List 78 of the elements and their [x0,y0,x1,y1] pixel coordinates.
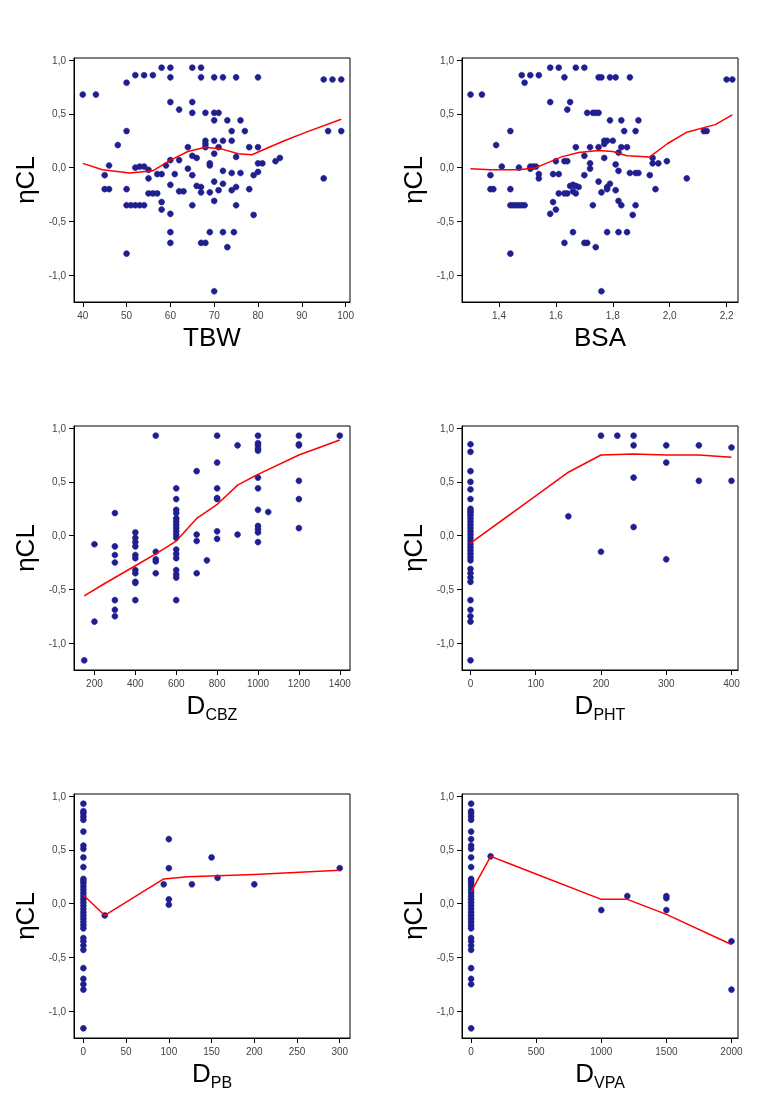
x-tick-label: 2,0 [662,309,678,321]
x-tick-label: 1,6 [548,309,564,321]
x-tick-label: 1400 [328,677,352,689]
x-tick-label: 70 [208,309,221,321]
y-tick-label: 0,5 [440,108,455,120]
x-tick-label: 200 [245,1045,264,1057]
y-tick-label: 0,5 [440,844,455,856]
y-axis-title: ηCL [397,892,428,940]
x-tick-label: 600 [167,677,185,689]
y-tick-label: -1,0 [48,269,67,281]
y-axis-title: ηCL [397,524,428,572]
x-tick-label: 90 [296,309,308,321]
y-tick-label: 0,5 [52,108,67,120]
y-tick-label: -1,0 [48,637,67,649]
y-tick-label: 1,0 [440,54,455,66]
y-tick-label: -0,5 [436,951,455,963]
y-tick-label: 1,0 [52,790,67,802]
x-axis-title: D$_{VPA}$ [574,1058,626,1093]
x-tick-label: 400 [723,677,741,689]
y-tick-label: -0,5 [48,583,67,595]
x-tick-label: 2000 [720,1045,744,1057]
x-tick-label: 200 [592,677,610,689]
y-axis-title: ηCL [9,892,40,940]
y-tick-label: 0,0 [52,530,67,542]
y-axis-title: ηCL [9,156,40,204]
y-tick-label: 0,5 [52,476,67,488]
x-tick-label: 2,2 [719,309,735,321]
x-tick-label: 50 [120,1045,133,1057]
y-tick-label: 0,0 [52,162,67,174]
x-tick-label: 1200 [287,677,311,689]
x-tick-label: 150 [203,1045,221,1057]
x-axis-title: D$_{PB}$ [190,1058,234,1093]
y-tick-label: -0,5 [436,215,455,227]
y-tick-label: 0,0 [440,898,455,910]
y-axis-title: ηCL [397,156,428,204]
x-tick-label: 500 [527,1045,545,1057]
y-tick-label: -1,0 [436,1005,455,1017]
x-axis-title: BSA [573,322,627,353]
y-tick-label: -0,5 [436,583,455,595]
x-tick-label: 50 [121,309,133,321]
x-tick-label: 800 [208,677,226,689]
x-tick-label: 80 [252,309,264,321]
x-axis-title: TBW [182,322,242,353]
y-tick-label: -1,0 [436,637,455,649]
y-tick-label: -0,5 [48,951,67,963]
y-axis-title: ηCL [9,524,40,572]
y-tick-label: 1,0 [440,422,455,434]
x-tick-label: 400 [126,677,145,689]
y-tick-label: 1,0 [52,422,67,434]
y-tick-label: -1,0 [436,269,455,281]
x-tick-label: 300 [331,1045,349,1057]
x-axis-title: D$_{PHT}$ [573,690,627,725]
y-tick-label: 0,0 [440,162,455,174]
x-tick-label: 0 [468,1045,475,1057]
x-tick-label: 100 [337,309,355,321]
x-tick-label: 100 [160,1045,178,1057]
x-tick-label: 0 [80,1045,87,1057]
y-tick-label: 1,0 [440,790,455,802]
x-tick-label: 1500 [655,1045,678,1057]
x-tick-label: 1000 [590,1045,613,1057]
y-tick-label: 0,5 [440,476,455,488]
x-tick-label: 40 [77,309,89,321]
x-tick-label: 300 [657,677,676,689]
x-tick-label: 100 [527,677,545,689]
x-tick-label: 1,8 [605,309,621,321]
x-axis-title: D$_{CBZ}$ [185,690,239,725]
x-tick-label: 1,4 [492,309,507,321]
x-tick-label: 60 [164,309,177,321]
x-tick-label: 250 [288,1045,306,1057]
y-tick-label: 1,0 [52,54,67,66]
y-tick-label: 0,5 [52,844,67,856]
y-tick-label: -1,0 [48,1005,67,1017]
x-tick-label: 200 [86,677,104,689]
y-tick-label: 0,0 [52,898,67,910]
x-tick-label: 1000 [246,677,270,689]
x-tick-label: 0 [467,677,474,689]
y-tick-label: 0,0 [440,530,455,542]
y-tick-label: -0,5 [48,215,67,227]
